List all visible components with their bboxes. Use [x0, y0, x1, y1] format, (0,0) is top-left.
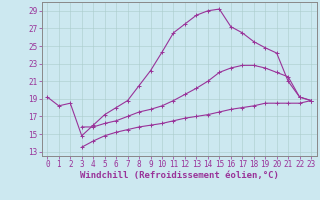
X-axis label: Windchill (Refroidissement éolien,°C): Windchill (Refroidissement éolien,°C)	[80, 171, 279, 180]
